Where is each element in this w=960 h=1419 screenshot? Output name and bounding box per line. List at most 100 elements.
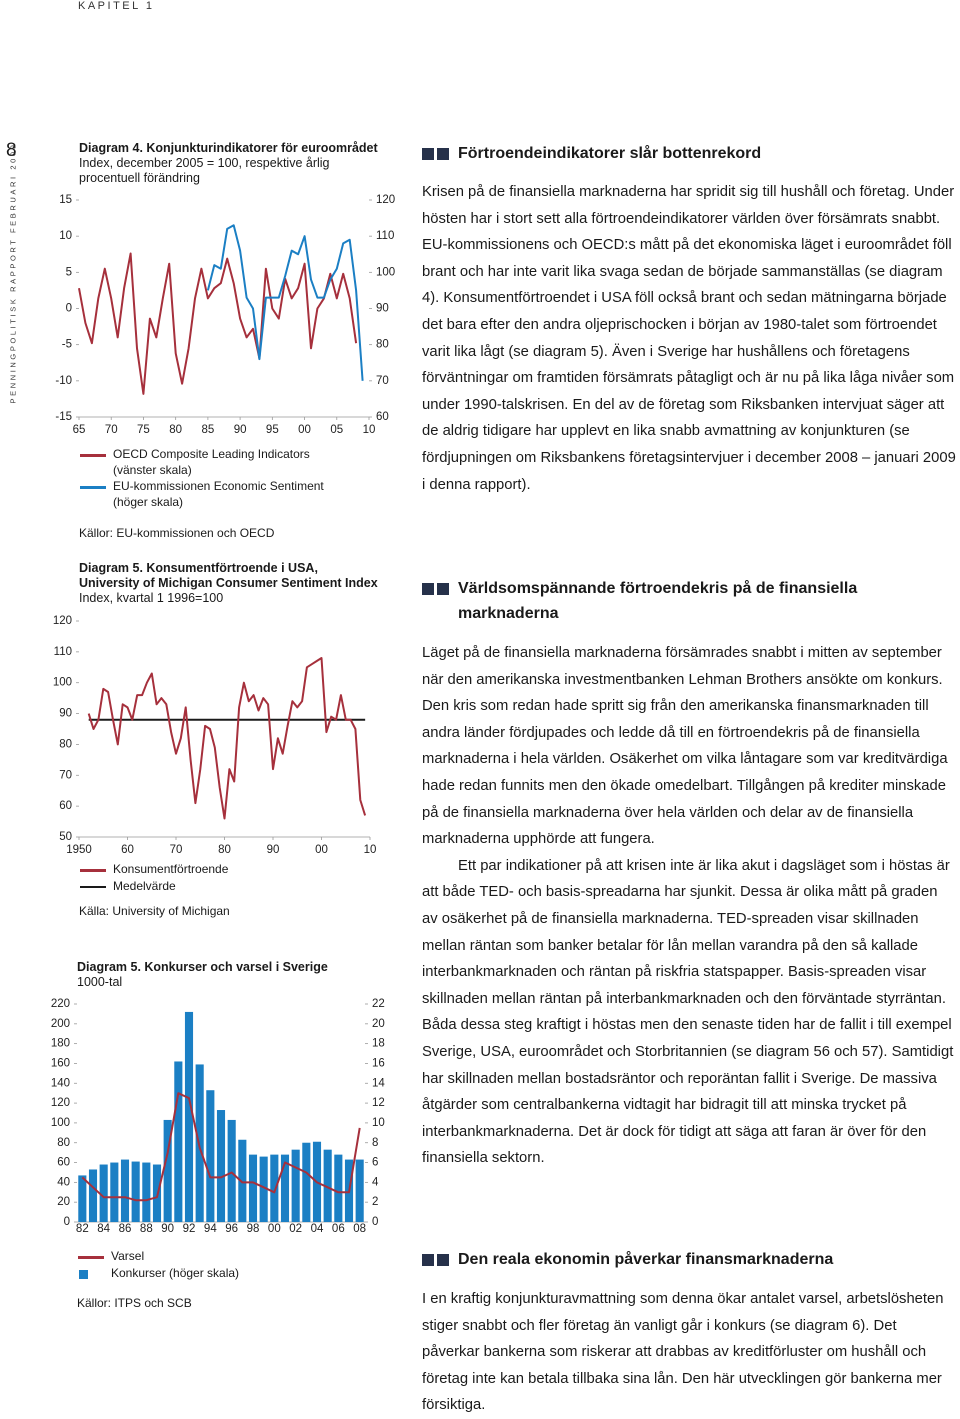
y2-tick-label: 2 [372, 1196, 378, 1208]
x-tick-label: 00 [268, 1223, 281, 1235]
y2-tick-label: 16 [372, 1057, 385, 1069]
bar [355, 1159, 364, 1222]
bar [280, 1154, 290, 1222]
x-tick-label: 10 [363, 424, 376, 436]
chart-title: Diagram 4. Konjunkturindikatorer för eur… [79, 141, 378, 155]
x-tick-label: 02 [289, 1223, 302, 1235]
y-tick-label: 100 [51, 1117, 70, 1129]
legend-entry: OECD Composite Leading Indicators (vänst… [79, 447, 324, 478]
section-text: Krisen på de finansiella marknaderna har… [422, 179, 957, 498]
legend-swatch [80, 486, 106, 489]
bar [99, 1164, 108, 1222]
y2-tick-label: 10 [372, 1117, 385, 1129]
bar [163, 1119, 172, 1222]
bar [206, 1090, 215, 1222]
y-tick-label: 80 [57, 1137, 70, 1149]
y-tick-label: 20 [57, 1196, 70, 1208]
section-heading: Förtroendeindikatorer slår bottenrekord [422, 141, 952, 166]
legend: OECD Composite Leading Indicators (vänst… [79, 447, 324, 511]
legend-entry: EU-kommissionen Economic Sentiment (höge… [79, 479, 324, 510]
series-line [87, 657, 367, 820]
y-tick-label: 10 [59, 230, 72, 242]
legend-swatch [80, 454, 106, 457]
y2-tick-label: 6 [372, 1157, 378, 1169]
x-tick-label: 80 [218, 844, 231, 856]
chart-source: Källor: EU-kommissionen och OECD [79, 526, 275, 540]
bar [270, 1154, 279, 1222]
x-tick-label: 85 [201, 424, 214, 436]
y-tick-label: -15 [55, 411, 72, 423]
x-tick-label: 96 [225, 1223, 238, 1235]
heading-marker [422, 583, 434, 595]
y-tick-label: 70 [59, 769, 72, 781]
heading-marker [437, 583, 449, 595]
legend-swatch [80, 885, 106, 888]
bar [334, 1154, 343, 1222]
x-tick-label: 90 [161, 1223, 174, 1235]
x-tick-label: 95 [266, 424, 279, 436]
legend-entry: Varsel [77, 1249, 239, 1265]
series-line [78, 252, 358, 395]
chart-title-block: Diagram 4. Konjunkturindikatorer för eur… [79, 141, 378, 186]
series-line [206, 224, 364, 381]
y-tick-label: 0 [64, 1216, 70, 1228]
y-tick-label: 40 [57, 1176, 70, 1188]
y-tick-label: 120 [53, 615, 72, 627]
y-tick-label: 120 [51, 1097, 70, 1109]
legend-swatch [79, 1269, 88, 1279]
y2-tick-label: 22 [372, 998, 385, 1010]
bar [110, 1162, 119, 1222]
x-tick-label: 98 [247, 1223, 260, 1235]
y-tick-label: 80 [59, 738, 72, 750]
bar [88, 1169, 98, 1222]
y2-tick-label: 0 [372, 1216, 378, 1228]
section-heading: Den reala ekonomin påverkar finansmarkna… [422, 1247, 952, 1272]
x-tick-label: 05 [330, 424, 343, 436]
x-tick-label: 94 [204, 1223, 217, 1235]
bar [120, 1159, 130, 1222]
y-tick-label: 160 [51, 1057, 70, 1069]
y2-tick-label: 18 [372, 1038, 385, 1050]
legend-swatch [78, 1256, 104, 1259]
paragraph: I en kraftig konjunkturavmattning som de… [422, 1291, 944, 1414]
bar [323, 1149, 332, 1222]
legend: Varsel Konkurser (höger skala) [77, 1249, 239, 1282]
chapter-label: KAPITEL 1 [78, 0, 155, 12]
legend-entry: Konkurser (höger skala) [77, 1266, 239, 1282]
y2-tick-label: 20 [372, 1018, 385, 1030]
x-tick-label: 10 [364, 844, 377, 856]
x-tick-label: 00 [315, 844, 328, 856]
bar [238, 1139, 247, 1222]
bar [184, 1011, 194, 1222]
bar [131, 1161, 140, 1222]
bar [248, 1154, 258, 1222]
bar [259, 1156, 268, 1222]
chart-title: Diagram 5. Konkurser och varsel i Sverig… [77, 960, 328, 974]
y2-tick-label: 90 [376, 303, 389, 315]
bar [291, 1149, 300, 1222]
x-tick-label: 75 [137, 424, 150, 436]
y-tick-label: 50 [59, 831, 72, 843]
bar [174, 1061, 183, 1222]
bar [142, 1162, 151, 1222]
y2-tick-label: 14 [372, 1077, 385, 1089]
y-tick-label: 60 [59, 800, 72, 812]
section-text: I en kraftig konjunkturavmattning som de… [422, 1286, 957, 1419]
y2-tick-label: 80 [376, 339, 389, 351]
chart-subtitle: Index, december 2005 = 100, respektive å… [79, 156, 330, 185]
bar [216, 1110, 226, 1222]
x-tick-label: 06 [332, 1223, 345, 1235]
x-tick-label: 88 [140, 1223, 153, 1235]
x-tick-label: 00 [298, 424, 311, 436]
bar [227, 1119, 236, 1222]
x-tick-label: 65 [73, 424, 86, 436]
y-tick-label: 90 [59, 708, 72, 720]
bar [302, 1142, 311, 1222]
x-tick-label: 82 [76, 1223, 89, 1235]
legend: Konsumentförtroende Medelvärde [79, 862, 228, 895]
y2-tick-label: 110 [376, 230, 394, 242]
paragraph: Krisen på de finansiella marknaderna har… [422, 184, 956, 493]
heading-marker [437, 148, 449, 160]
